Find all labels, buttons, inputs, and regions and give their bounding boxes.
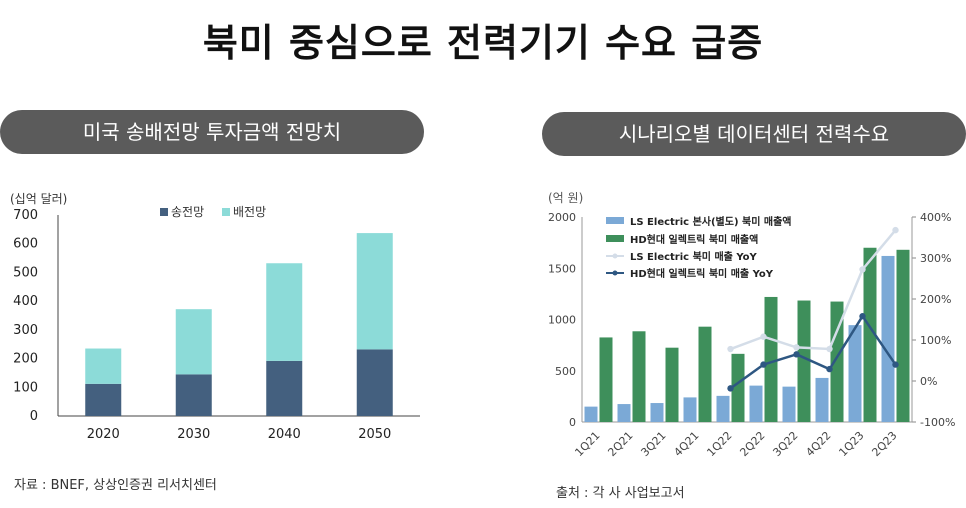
- distribution-bar: [356, 233, 393, 350]
- hd-hyundai-yoy-point: [793, 351, 800, 358]
- hd-hyundai-yoy-point: [892, 361, 899, 368]
- transmission-bar: [356, 349, 393, 416]
- ls-electric-bar: [848, 325, 862, 422]
- hd-hyundai-yoy-point: [826, 365, 833, 373]
- x-tick-label: 2020: [87, 427, 120, 442]
- distribution-bar: [175, 309, 212, 375]
- transmission-bar: [266, 360, 303, 416]
- x-tick-label: 1Q23: [836, 429, 866, 459]
- right-panel-header: 시나리오별 데이터센터 전력수요: [542, 112, 966, 156]
- left-panel-header: 미국 송배전망 투자금액 전망치: [0, 110, 424, 154]
- hd-hyundai-yoy-point: [760, 361, 767, 368]
- y2-tick-label: 200%: [920, 293, 951, 306]
- y-tick-label: 500: [555, 365, 576, 378]
- legend-swatch-ls-point: [612, 253, 618, 259]
- ls-electric-bar: [815, 377, 829, 422]
- hd-hyundai-bar: [665, 347, 679, 422]
- legend-label: HD현대 일렉트릭 북미 매출 YoY: [630, 267, 774, 280]
- ls-electric-bar: [716, 395, 730, 422]
- y-tick-label: 0: [30, 409, 38, 424]
- left-source-note: 자료 : BNEF, 상상인증권 리서치센터: [14, 478, 217, 493]
- y-tick-label: 1500: [548, 262, 576, 275]
- hd-hyundai-bar: [632, 331, 646, 422]
- legend-swatch-0: [160, 208, 168, 216]
- y-tick-label: 300: [13, 323, 38, 338]
- y2-tick-label: 100%: [920, 334, 951, 347]
- y2-tick-label: 300%: [920, 252, 951, 265]
- y-tick-label: 600: [13, 237, 38, 252]
- x-tick-label: 2040: [268, 427, 301, 442]
- hd-hyundai-yoy-line: [729, 313, 897, 390]
- y2-tick-label: -100%: [920, 416, 955, 429]
- x-tick-label: 1Q22: [704, 429, 734, 459]
- y2-tick-label: 400%: [920, 211, 951, 224]
- legend-label: LS Electric 북미 매출 YoY: [630, 250, 758, 263]
- hd-hyundai-bar: [599, 337, 613, 422]
- ls-electric-yoy-point: [892, 226, 899, 234]
- x-tick-label: 4Q22: [803, 429, 833, 459]
- ls-electric-bar: [881, 255, 895, 422]
- ls-electric-bar: [782, 386, 796, 422]
- x-tick-label: 2050: [358, 427, 391, 442]
- hd-hyundai-yoy-point: [727, 385, 734, 392]
- hd-hyundai-bar: [731, 353, 745, 422]
- x-tick-label: 2Q22: [737, 429, 767, 459]
- page-title: 북미 중심으로 전력기기 수요 급증: [202, 21, 764, 65]
- distribution-bar: [266, 263, 303, 361]
- transmission-bar: [85, 383, 122, 416]
- hd-hyundai-bar: [797, 300, 811, 422]
- y-axis-label: (억 원): [548, 191, 583, 205]
- transmission-investment-chart: (십억 달러) 0 100 200 300 400 500 600 700 2020 2030 204…: [10, 192, 420, 442]
- legend-label: LS Electric 본사(별도) 북미 매출액: [630, 215, 791, 228]
- y-tick-label: 100: [13, 380, 38, 395]
- hd-hyundai-bar: [698, 326, 712, 422]
- y-tick-label: 1000: [548, 314, 576, 327]
- hd-hyundai-bar: [764, 296, 778, 422]
- x-tick-label: 3Q22: [770, 429, 800, 459]
- ls-electric-yoy-point: [793, 344, 800, 351]
- hd-hyundai-yoy-point: [859, 313, 866, 320]
- legend-swatch-hd-bar: [606, 235, 624, 242]
- ls-electric-yoy-point: [760, 333, 767, 340]
- ls-electric-bar: [683, 397, 697, 422]
- legend-label: 배전망: [233, 205, 266, 219]
- x-tick-label: 3Q21: [638, 429, 668, 459]
- ls-electric-yoy-point: [727, 345, 734, 353]
- legend-swatch-ls-bar: [606, 217, 624, 224]
- y-tick-label: 200: [13, 352, 38, 367]
- ls-electric-yoy-line: [730, 229, 897, 351]
- hd-hyundai-bar: [830, 301, 844, 422]
- ls-electric-bar: [749, 385, 763, 422]
- ls-electric-bar: [584, 406, 598, 422]
- y-tick-label: 500: [13, 265, 38, 280]
- x-tick-label: 2Q23: [869, 429, 899, 459]
- right-source-note: 출처 : 각 사 사업보고서: [556, 486, 685, 501]
- datacenter-power-demand-chart: (억 원) 0 500 1000 1500 2000 -100% 0% 100% 200% 300%…: [548, 191, 955, 459]
- hd-hyundai-bar: [863, 247, 877, 422]
- x-tick-label: 4Q21: [671, 429, 701, 459]
- legend-label: HD현대 일렉트릭 북미 매출액: [630, 233, 758, 246]
- x-tick-label: 1Q21: [572, 429, 602, 459]
- transmission-bar: [175, 374, 212, 416]
- y-tick-label: 0: [569, 416, 576, 429]
- ls-electric-bar: [617, 404, 631, 422]
- y-axis-label: (십억 달러): [10, 192, 67, 206]
- hd-hyundai-bar: [896, 249, 910, 422]
- y-tick-label: 700: [13, 208, 38, 223]
- ls-electric-yoy-point: [859, 266, 866, 273]
- distribution-bar: [85, 348, 122, 384]
- y-tick-label: 400: [13, 294, 38, 309]
- legend-label: 송전망: [171, 205, 204, 219]
- x-tick-label: 2030: [177, 427, 210, 442]
- legend-swatch-1: [222, 208, 230, 216]
- x-tick-label: 2Q21: [605, 429, 635, 459]
- ls-electric-yoy-point: [826, 345, 833, 353]
- y-tick-label: 2000: [548, 211, 576, 224]
- ls-electric-bar: [650, 403, 664, 422]
- y2-tick-label: 0%: [920, 375, 937, 388]
- legend-swatch-hd-point: [612, 270, 618, 276]
